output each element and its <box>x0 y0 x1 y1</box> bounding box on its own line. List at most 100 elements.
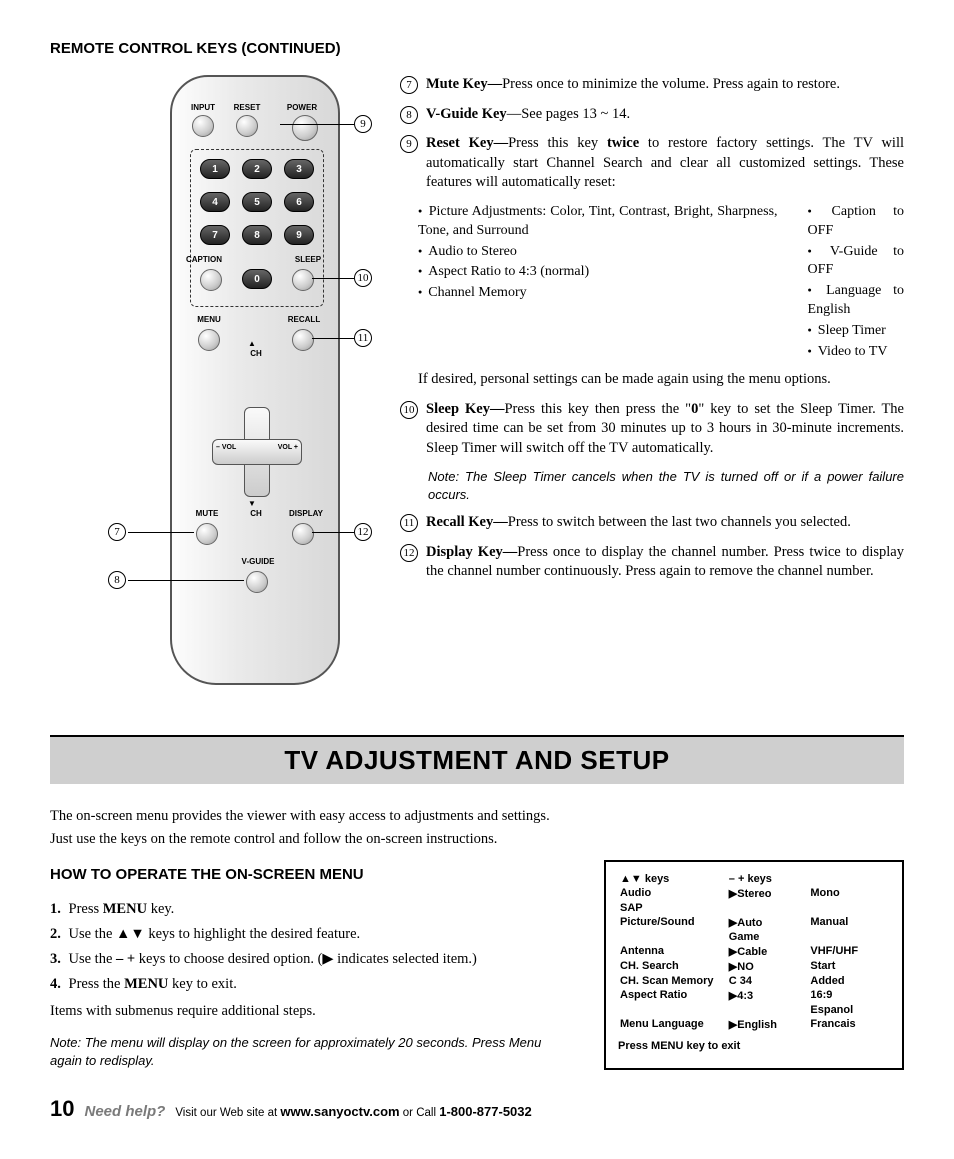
note2-label: Note: <box>50 1035 81 1050</box>
label-vol-plus: VOL + <box>278 444 298 451</box>
item-8: 8 V-Guide Key—See pages 13 ~ 14. <box>400 105 904 125</box>
item-10-lead: Press this key then press the " <box>504 401 691 417</box>
menu-cell: CH. Search <box>618 959 727 974</box>
label-vguide: V-GUIDE <box>238 557 278 566</box>
key-3: 3 <box>284 159 314 179</box>
key-7: 7 <box>200 225 230 245</box>
menu-cell: Antenna <box>618 944 727 959</box>
label-recall: RECALL <box>284 315 324 324</box>
menu-step: 3. Use the – + keys to choose desired op… <box>50 951 574 968</box>
vguide-button <box>246 571 268 593</box>
item-9-bullets: Picture Adjustments: Color, Tint, Contra… <box>418 203 904 364</box>
bullet-item: Picture Adjustments: Color, Tint, Contra… <box>418 203 778 241</box>
bottom-area: The on-screen menu provides the viewer w… <box>50 808 904 1070</box>
menu-cell: Espanol <box>808 1003 890 1017</box>
remote-control-illustration: INPUT RESET POWER 1 2 3 4 5 6 7 8 9 CAPT… <box>170 75 340 685</box>
item-11-title: Recall Key— <box>426 514 508 530</box>
bullet-item: V-Guide to OFF <box>808 243 904 281</box>
label-display: DISPLAY <box>284 509 328 518</box>
menu-cell: ▶NO <box>727 959 809 974</box>
section-heading: REMOTE CONTROL KEYS (CONTINUED) <box>50 40 904 57</box>
key-0: 0 <box>242 269 272 289</box>
menu-cell <box>618 1003 727 1017</box>
label-mute: MUTE <box>192 509 222 518</box>
item-7-text: Press once to minimize the volume. Press… <box>502 76 840 92</box>
ch-down-icon: ▼ <box>248 499 256 508</box>
label-power: POWER <box>282 103 322 112</box>
item-11-marker: 11 <box>400 514 418 532</box>
menu-cell: Start <box>808 959 890 974</box>
item-12-title: Display Key— <box>426 544 517 560</box>
menu-cell: Mono <box>808 886 890 901</box>
sleep-button <box>292 269 314 291</box>
bullet-item: Aspect Ratio to 4:3 (normal) <box>418 263 778 282</box>
recall-button <box>292 329 314 351</box>
item-7-marker: 7 <box>400 76 418 94</box>
mute-button <box>196 523 218 545</box>
menu-cell: ▲▼ keys <box>618 872 727 886</box>
menu-cell: C 34 <box>727 974 809 988</box>
menu-row: SAP <box>618 901 890 915</box>
item-9-after: If desired, personal settings can be mad… <box>418 370 904 390</box>
menu-cell: ▶Stereo <box>727 886 809 901</box>
label-menu: MENU <box>192 315 226 324</box>
remote-column: INPUT RESET POWER 1 2 3 4 5 6 7 8 9 CAPT… <box>50 75 370 715</box>
label-input: INPUT <box>186 103 220 112</box>
label-reset: RESET <box>230 103 264 112</box>
caption-button <box>200 269 222 291</box>
item-12: 12 Display Key—Press once to display the… <box>400 543 904 582</box>
item-9-lead: Press this key <box>508 135 607 151</box>
item-10-title: Sleep Key— <box>426 401 504 417</box>
label-sleep: SLEEP <box>288 255 328 264</box>
bullet-item: Language to English <box>808 282 904 320</box>
menu-cell: ▶4:3 <box>727 988 809 1003</box>
item-12-marker: 12 <box>400 544 418 562</box>
menu-table: ▲▼ keys– + keysAudio▶StereoMonoSAPPictur… <box>618 872 890 1032</box>
menu-cell: CH. Scan Memory <box>618 974 727 988</box>
menu-cell: Picture/Sound <box>618 915 727 930</box>
on-screen-menu-box: ▲▼ keys– + keysAudio▶StereoMonoSAPPictur… <box>604 860 904 1070</box>
menu-box-footer: Press MENU key to exit <box>618 1040 890 1052</box>
note-bottom: Note: The menu will display on the scree… <box>50 1034 574 1070</box>
footer-t2: or Call <box>400 1107 440 1119</box>
menu-cell: Audio <box>618 886 727 901</box>
item-8-title: V-Guide Key <box>426 106 507 122</box>
footer-url: www.sanyoctv.com <box>280 1104 399 1119</box>
bullet-item: Channel Memory <box>418 284 778 303</box>
menu-row: Menu Language▶EnglishFrancais <box>618 1017 890 1032</box>
menu-cell: Added <box>808 974 890 988</box>
footer-phone: 1-800-877-5032 <box>439 1104 532 1119</box>
item-9-bold: twice <box>607 135 639 151</box>
note2-text: The menu will display on the screen for … <box>50 1035 541 1068</box>
callout-12: 12 <box>354 523 372 541</box>
callout-10: 10 <box>354 269 372 287</box>
menu-cell: Menu Language <box>618 1017 727 1032</box>
menu-cell <box>808 872 890 886</box>
ch-up-icon: ▲ <box>248 339 256 348</box>
bottom-left-column: HOW TO OPERATE THE ON-SCREEN MENU 1. Pre… <box>50 860 574 1070</box>
key-9: 9 <box>284 225 314 245</box>
menu-cell: ▶Auto <box>727 915 809 930</box>
bullet-item: Sleep Timer <box>808 322 904 341</box>
menu-cell <box>727 1003 809 1017</box>
substeps-note: Items with submenus require additional s… <box>50 1003 574 1020</box>
need-help-label: Need help? <box>84 1103 165 1120</box>
key-5: 5 <box>242 192 272 212</box>
item-7-title: Mute Key— <box>426 76 502 92</box>
label-ch-top: CH <box>246 349 266 358</box>
item-10: 10 Sleep Key—Press this key then press t… <box>400 400 904 459</box>
item-11-text: Press to switch between the last two cha… <box>508 514 851 530</box>
footer-rest: Visit our Web site at www.sanyoctv.com o… <box>175 1104 531 1119</box>
menu-cell: Game <box>727 930 809 944</box>
menu-cell: Manual <box>808 915 890 930</box>
bullet-item: Video to TV <box>808 343 904 362</box>
menu-cell: 16:9 <box>808 988 890 1003</box>
label-vol-minus: – VOL <box>216 444 236 451</box>
callout-8: 8 <box>108 571 126 589</box>
power-button <box>292 115 318 141</box>
menu-row: Picture/Sound▶AutoManual <box>618 915 890 930</box>
menu-step: 4. Press the MENU key to exit. <box>50 976 574 993</box>
note-label: Note: <box>428 469 459 484</box>
menu-row: CH. Scan Memory C 34Added <box>618 974 890 988</box>
key-1: 1 <box>200 159 230 179</box>
